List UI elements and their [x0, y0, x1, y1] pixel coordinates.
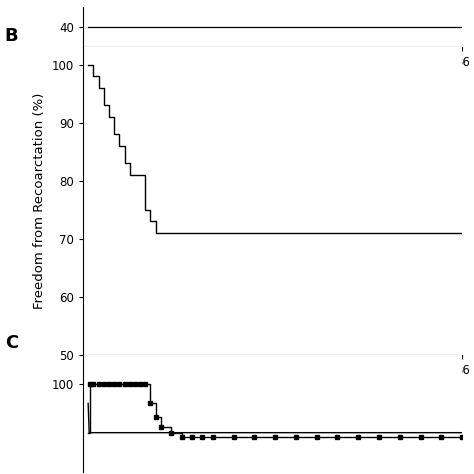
Y-axis label: Freedom from Recoarctation (%): Freedom from Recoarctation (%) [33, 93, 46, 309]
Text: B: B [5, 27, 18, 45]
Text: C: C [5, 334, 18, 352]
X-axis label: Time Since Discharge (months): Time Since Discharge (months) [155, 380, 390, 392]
X-axis label: Time Since Discharge (months): Time Since Discharge (months) [155, 72, 390, 85]
